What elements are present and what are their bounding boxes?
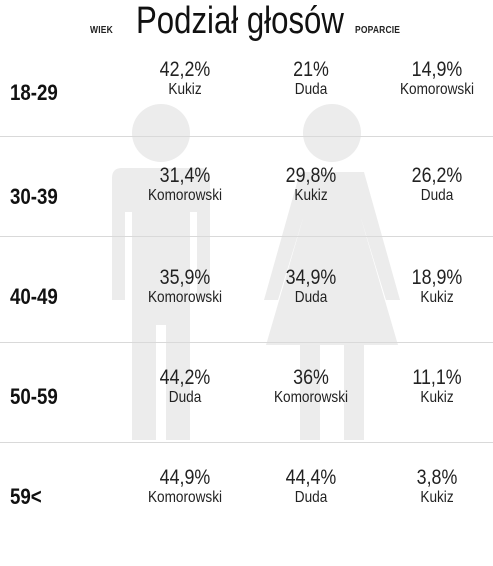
percent-value: 44,2% [159,366,211,389]
result-cell: 42,2% Kukiz [110,58,260,99]
row-divider [0,442,493,443]
candidate-name: Kukiz [420,289,454,306]
age-label: 18-29 [10,80,58,105]
row-divider [0,236,493,237]
percent-value: 18,9% [411,266,463,289]
result-cell: 29,8% Kukiz [236,164,386,205]
candidate-name: Kukiz [420,389,454,406]
result-cell: 21% Duda [236,58,386,99]
page-title: Podział głosów [136,0,344,42]
woman-silhouette-icon [264,104,400,440]
candidate-name: Duda [168,389,202,406]
age-label: 50-59 [10,384,58,409]
candidate-name: Komorowski [147,489,223,506]
candidate-name: Komorowski [399,81,475,98]
age-label: 59< [10,484,42,509]
header: WIEK Podział głosów POPARCIE [0,0,493,46]
percent-value: 44,4% [285,466,337,489]
percent-value: 21% [293,58,329,81]
candidate-name: Kukiz [420,489,454,506]
percent-value: 11,1% [412,366,462,389]
candidate-name: Duda [294,81,328,98]
percent-value: 29,8% [285,164,337,187]
candidate-name: Duda [294,489,328,506]
age-column-label: WIEK [90,25,113,36]
support-column-label: POPARCIE [355,25,401,36]
result-cell: 44,4% Duda [236,466,386,507]
result-cell: 11,1% Kukiz [362,366,493,407]
candidate-name: Kukiz [168,81,202,98]
result-cell: 34,9% Duda [236,266,386,307]
age-label: 30-39 [10,184,58,209]
candidate-name: Komorowski [273,389,349,406]
result-cell: 14,9% Komorowski [362,58,493,99]
percent-value: 42,2% [159,58,211,81]
percent-value: 35,9% [159,266,211,289]
result-cell: 18,9% Kukiz [362,266,493,307]
result-cell: 44,2% Duda [110,366,260,407]
percent-value: 26,2% [411,164,463,187]
candidate-name: Kukiz [294,187,328,204]
candidate-name: Duda [420,187,454,204]
row-divider [0,342,493,343]
candidate-name: Duda [294,289,328,306]
table-row: 40-49 35,9% Komorowski 34,9% Duda 18,9% Kuk… [0,266,493,366]
percent-value: 36% [293,366,329,389]
result-cell: 36% Komorowski [236,366,386,407]
result-cell: 31,4% Komorowski [110,164,260,205]
result-cell: 35,9% Komorowski [110,266,260,307]
result-cell: 44,9% Komorowski [110,466,260,507]
result-cell: 3,8% Kukiz [362,466,493,507]
table-row: 30-39 31,4% Komorowski 29,8% Kukiz 26,2% Du… [0,164,493,264]
percent-value: 34,9% [285,266,337,289]
row-divider [0,136,493,137]
age-label: 40-49 [10,284,58,309]
table-row: 50-59 44,2% Duda 36% Komorowski 11,1% Kukiz [0,366,493,466]
result-cell: 26,2% Duda [362,164,493,205]
percent-value: 14,9% [411,58,463,81]
candidate-name: Komorowski [147,289,223,306]
percent-value: 44,9% [159,466,211,489]
percent-value: 31,4% [159,164,211,187]
table-row: 59< 44,9% Komorowski 44,4% Duda 3,8% Kukiz [0,466,493,566]
table-row: 18-29 42,2% Kukiz 21% Duda 14,9% Komorowski [0,58,493,158]
percent-value: 3,8% [416,466,458,489]
candidate-name: Komorowski [147,187,223,204]
